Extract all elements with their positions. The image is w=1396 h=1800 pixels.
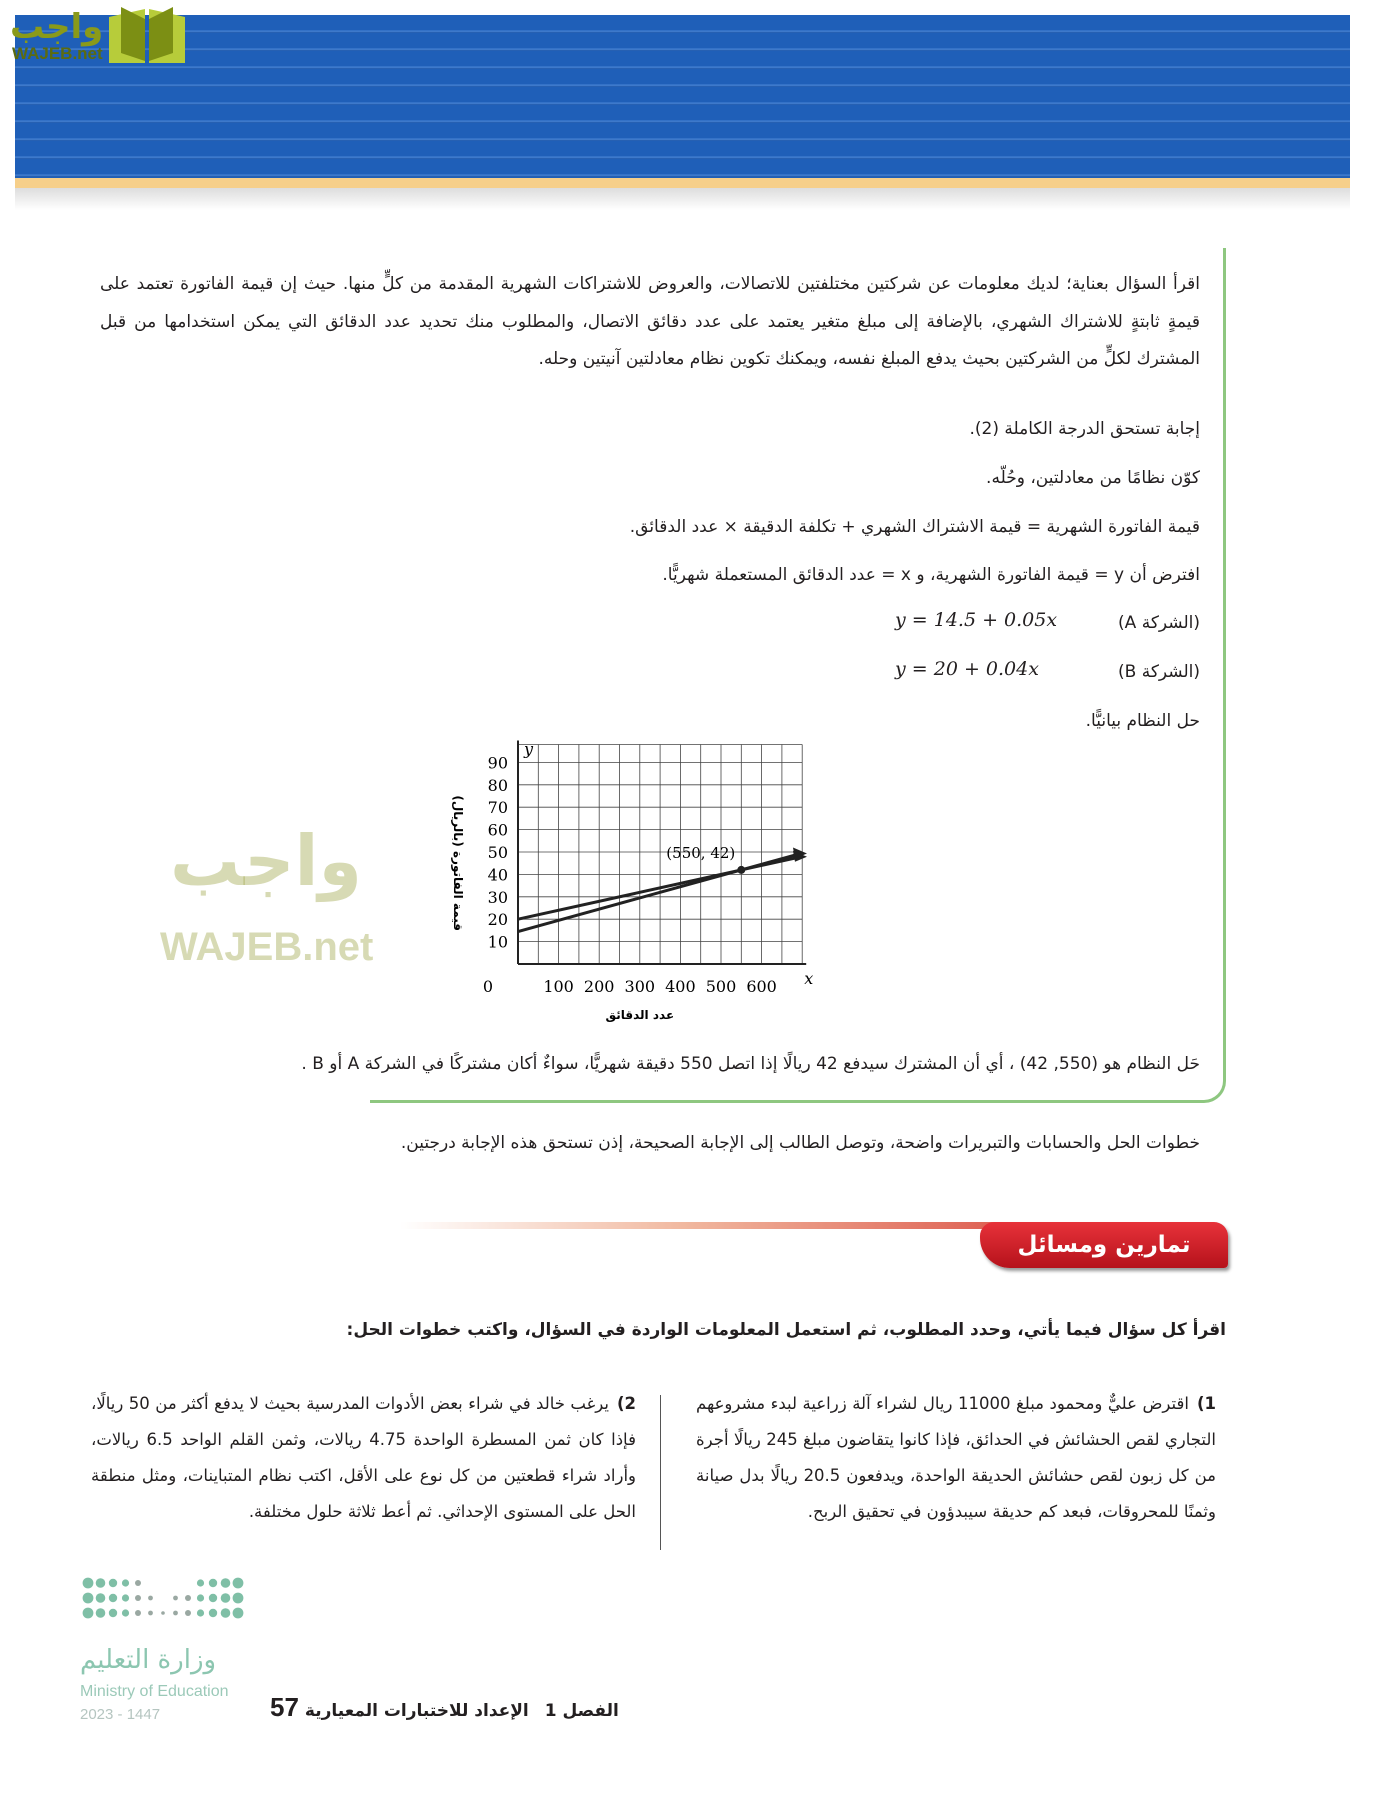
y-tick-label: 40 (488, 865, 508, 884)
y-tick-label: 90 (488, 753, 508, 772)
logo-dot (196, 1609, 205, 1617)
arrow-head (792, 850, 807, 862)
x-tick-label: 100 (543, 977, 574, 996)
answer-box (370, 248, 1226, 1103)
answer-line-5: حل النظام بيانيًّا. (1085, 711, 1200, 731)
column-divider (660, 1395, 661, 1550)
answer-line-2: كوّن نظامًا من معادلتين، وحُلّه. (986, 468, 1200, 488)
logo-dot (121, 1579, 130, 1587)
y-tick-label: 30 (488, 888, 508, 907)
wajeb-logo-arabic: واجب (10, 7, 104, 47)
y-tick-label: 70 (488, 798, 508, 817)
exercise-text: اقترض عليٌّ ومحمود مبلغ 11000 ريال لشراء… (696, 1394, 1217, 1521)
exercise-2: 2)يرغب خالد في شراء بعض الأدوات المدرسية… (91, 1386, 636, 1530)
logo-dot (185, 1610, 191, 1616)
logo-dot (135, 1595, 141, 1601)
book-logo-icon (109, 7, 185, 63)
series-line-2 (517, 855, 802, 921)
y-axis-label: قيمة الفاتورة (بالريال) (450, 795, 465, 931)
logo-dot (173, 1595, 178, 1601)
logo-dot (208, 1578, 218, 1588)
y-axis-letter: y (523, 739, 534, 758)
ministry-name-arabic: وزارة التعليم (80, 1645, 217, 1675)
ministry-logo-icon (82, 1577, 244, 1619)
logo-dot (135, 1610, 141, 1616)
company-a-equation: y = 14.5 + 0.05x (895, 609, 1058, 631)
logo-dot (220, 1578, 231, 1588)
watermark-latin: WAJEB.net (160, 925, 374, 969)
logo-dot (161, 1611, 165, 1615)
y-tick-label: 60 (488, 821, 508, 840)
header-banner (15, 15, 1350, 180)
exercise-text: يرغب خالد في شراء بعض الأدوات المدرسية ب… (91, 1394, 636, 1521)
logo-dot (196, 1579, 205, 1587)
company-b-equation: y = 20 + 0.04x (895, 658, 1039, 680)
exercise-number: 1) (1196, 1394, 1216, 1413)
x-tick-label: 0 (483, 977, 493, 996)
logo-dot (232, 1592, 244, 1604)
logo-dot (220, 1593, 231, 1603)
logo-dot (108, 1608, 118, 1618)
section-title: تمارين ومسائل (980, 1222, 1228, 1268)
x-axis-label: عدد الدقائق (605, 1008, 674, 1022)
solution-line: حَل النظام هو (550, 42) ، أي أن المشترك … (301, 1054, 1200, 1074)
header-strip (15, 178, 1350, 188)
logo-dot (185, 1595, 191, 1601)
logo-dot (232, 1607, 244, 1619)
header-shadow (15, 188, 1350, 210)
x-tick-label: 400 (665, 977, 696, 996)
logo-dot (108, 1578, 118, 1588)
company-a-label: (الشركة A) (1118, 613, 1200, 633)
logo-dot (208, 1593, 218, 1603)
logo-dot (220, 1608, 231, 1618)
section-divider (400, 1222, 1100, 1229)
logo-dot (148, 1610, 153, 1616)
footer-title: الإعداد للاختبارات المعيارية (304, 1701, 529, 1721)
answer-line-4: افترض أن y = قيمة الفاتورة الشهرية، و x … (662, 565, 1200, 585)
exercise-1: 1)اقترض عليٌّ ومحمود مبلغ 11000 ريال لشر… (696, 1386, 1216, 1530)
page-footer: 57 الإعداد للاختبارات المعيارية الفصل 1 (270, 1692, 619, 1723)
footer-chapter: الفصل 1 (544, 1701, 619, 1721)
answer-line-3: قيمة الفاتورة الشهرية = قيمة الاشتراك ال… (629, 517, 1200, 537)
logo-dot (95, 1578, 106, 1588)
wajeb-logo-latin: WAJEB.net (12, 44, 103, 63)
page-number: 57 (270, 1692, 299, 1722)
ministry-year: 2023 - 1447 (80, 1706, 161, 1723)
logo-dot (121, 1609, 130, 1617)
y-tick-label: 50 (488, 843, 508, 862)
y-tick-label: 20 (488, 910, 508, 929)
intersection-point (737, 865, 746, 874)
logo-dot (82, 1607, 94, 1619)
logo-dot (108, 1593, 118, 1603)
logo-dot (121, 1594, 130, 1602)
logo-dot (232, 1577, 244, 1589)
x-tick-label: 200 (584, 977, 615, 996)
x-axis-letter: x (804, 969, 813, 988)
x-tick-label: 500 (706, 977, 737, 996)
x-tick-label: 600 (746, 977, 777, 996)
ministry-name-english: Ministry of Education (80, 1683, 229, 1700)
logo-dot (95, 1608, 106, 1618)
x-tick-label: 300 (625, 977, 656, 996)
watermark-arabic: واجب (170, 820, 363, 902)
logo-dot (208, 1608, 218, 1618)
logo-dot (148, 1595, 153, 1601)
intro-paragraph: اقرأ السؤال بعناية؛ لديك معلومات عن شركت… (100, 274, 1200, 369)
y-tick-label: 80 (488, 776, 508, 795)
grading-line: خطوات الحل والحسابات والتبريرات واضحة، و… (400, 1133, 1200, 1153)
graph: x y 0 100 200 300 400 500 600 10 20 30 40 50 60 70 80 90 (… (450, 739, 813, 1022)
company-b-label: (الشركة B) (1117, 662, 1200, 682)
logo-dot (82, 1592, 94, 1604)
intersection-label: (550, 42) (666, 844, 735, 862)
logo-dot (95, 1593, 106, 1603)
answer-line-1: إجابة تستحق الدرجة الكاملة (2). (969, 419, 1200, 439)
logo-dot (82, 1577, 94, 1589)
exercise-number: 2) (616, 1394, 636, 1413)
section-instruction: اقرأ كل سؤال فيما يأتي، وحدد المطلوب، ثم… (346, 1320, 1226, 1340)
y-tick-label: 10 (488, 933, 508, 952)
logo-dot (196, 1594, 205, 1602)
logo-dot (173, 1610, 178, 1616)
logo-dot (135, 1580, 141, 1586)
